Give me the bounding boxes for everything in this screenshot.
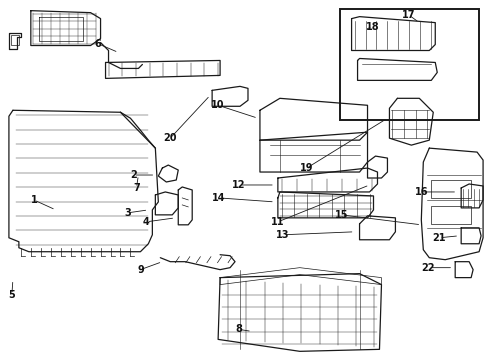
- Text: 11: 11: [271, 217, 285, 227]
- Bar: [340, 9, 479, 120]
- Text: 10: 10: [211, 100, 225, 110]
- Text: 9: 9: [137, 265, 144, 275]
- Text: 20: 20: [164, 133, 177, 143]
- Text: 13: 13: [276, 230, 290, 240]
- Text: 15: 15: [335, 210, 348, 220]
- Text: 7: 7: [133, 183, 140, 193]
- Text: 1: 1: [30, 195, 37, 205]
- Text: 21: 21: [433, 233, 446, 243]
- Text: 6: 6: [94, 39, 101, 49]
- Text: 8: 8: [236, 324, 243, 334]
- Text: 2: 2: [130, 170, 137, 180]
- Bar: [11, 35, 19, 45]
- Text: 16: 16: [415, 187, 428, 197]
- Text: 14: 14: [212, 193, 226, 203]
- Text: 19: 19: [300, 163, 314, 173]
- Text: 17: 17: [402, 10, 415, 20]
- Text: 5: 5: [8, 289, 15, 300]
- Text: 4: 4: [143, 217, 150, 227]
- Bar: [431, 180, 471, 198]
- Text: 12: 12: [232, 180, 246, 190]
- Bar: [431, 206, 471, 224]
- Text: 3: 3: [124, 208, 131, 218]
- Text: 18: 18: [366, 22, 379, 32]
- Text: 22: 22: [421, 263, 435, 273]
